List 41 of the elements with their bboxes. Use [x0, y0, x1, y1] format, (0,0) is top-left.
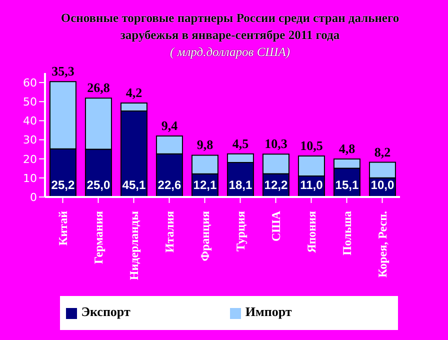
data-label: 25,2: [51, 178, 75, 192]
y-tick-label: 30: [23, 134, 37, 147]
legend-label: Импорт: [245, 304, 292, 319]
x-tick-label: Япония: [304, 210, 318, 253]
data-label: 22,6: [158, 178, 182, 192]
data-label: 10,0: [370, 178, 394, 192]
x-tick-label: Турция: [233, 210, 248, 252]
data-label: 12,2: [264, 178, 288, 192]
x-tick-label: Нидерланды: [126, 210, 141, 280]
legend-label: Экспорт: [81, 304, 130, 319]
x-tick-label: Корея, Респ.: [375, 211, 390, 278]
x-tick-label: Польша: [340, 211, 354, 256]
data-label: 8,2: [374, 144, 391, 160]
data-label: 9,8: [196, 137, 214, 152]
data-label: 4,2: [126, 84, 142, 100]
x-tick-label: США: [268, 210, 283, 242]
data-label: 4,5: [232, 136, 250, 151]
y-tick-label: 50: [23, 96, 37, 109]
chart-title: Основные торговые партнеры России среди стран дальнего зарубежья в январе-сентябре 2011 года: [60, 10, 400, 44]
data-label: 12,1: [193, 178, 217, 192]
x-tick-label: Италия: [162, 210, 176, 253]
data-label: 15,1: [335, 178, 359, 192]
data-label: 10,5: [300, 138, 324, 153]
data-label: 9,4: [161, 118, 178, 133]
x-tick-label: Франция: [198, 210, 212, 262]
data-label: 26,8: [87, 80, 110, 96]
y-tick-label: 40: [23, 114, 37, 128]
data-label: 18,1: [228, 178, 252, 192]
x-tick-label: Германия: [91, 210, 106, 264]
y-tick-label: 10: [23, 172, 37, 185]
data-label: 25,0: [86, 178, 110, 192]
data-label: 10,3: [264, 136, 288, 152]
data-label: 11,0: [300, 178, 324, 192]
x-tick-label: Китай: [56, 210, 70, 246]
data-label: 4,8: [338, 141, 356, 156]
data-label: 45,1: [122, 178, 146, 192]
chart-subtitle: ( млрд.долларов США): [168, 44, 292, 61]
y-tick-label: 0: [30, 190, 37, 204]
y-tick-label: 20: [23, 152, 37, 166]
data-label: 35,3: [52, 64, 75, 79]
y-tick-label: 60: [23, 76, 37, 90]
